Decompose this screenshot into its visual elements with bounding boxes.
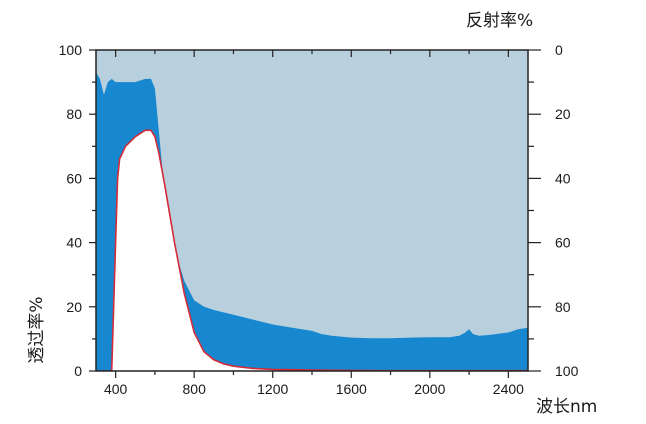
y-left-axis-label: 透过率% (27, 296, 47, 363)
x-tick-label: 400 (104, 381, 128, 397)
x-tick-label: 800 (183, 381, 207, 397)
x-axis-label: 波长nm (536, 397, 597, 417)
y-right-tick-label: 100 (555, 363, 579, 379)
y-right-tick-label: 40 (555, 170, 571, 186)
y-left-tick-label: 20 (66, 299, 82, 315)
y-right-tick-label: 80 (555, 299, 571, 315)
y-left-tick-label: 0 (74, 363, 82, 379)
y-right-tick-label: 60 (555, 235, 571, 251)
y-right-tick-label: 20 (555, 106, 571, 122)
y-left-tick-label: 100 (59, 42, 83, 58)
y-right-axis-label: 反射率% (466, 11, 533, 31)
x-tick-label: 1600 (336, 381, 367, 397)
x-tick-label: 2000 (414, 381, 445, 397)
y-left-tick-label: 40 (66, 235, 82, 251)
transmittance-line (99, 129, 528, 371)
y-right-tick-label: 0 (555, 42, 563, 58)
x-tick-label: 1200 (257, 381, 288, 397)
transmittance-area (99, 130, 528, 371)
x-tick-label: 2400 (493, 381, 524, 397)
y-left-tick-label: 80 (66, 106, 82, 122)
y-left-tick-label: 60 (66, 170, 82, 186)
